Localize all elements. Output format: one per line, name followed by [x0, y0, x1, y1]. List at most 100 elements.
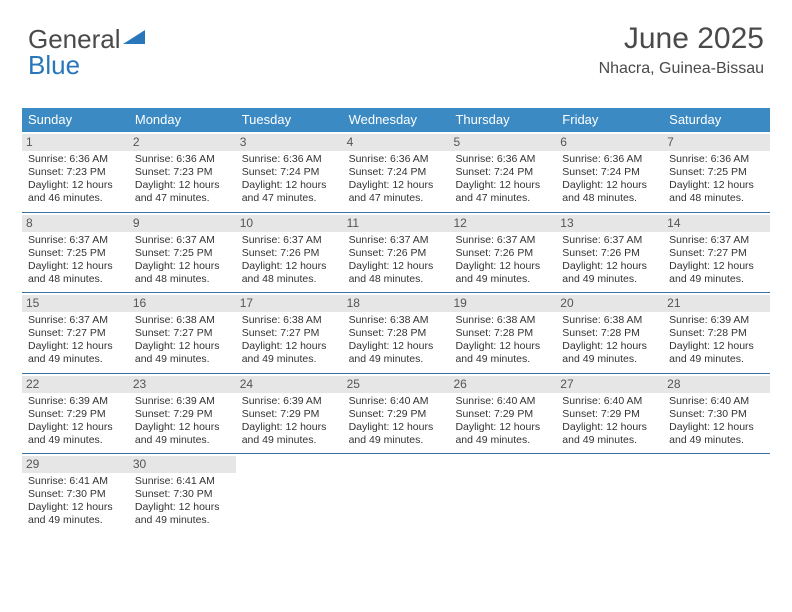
day-cell: 18 Sunrise: 6:38 AMSunset: 7:28 PMDayligh… [343, 293, 450, 373]
sunset-text: Sunset: 7:25 PM [669, 166, 764, 179]
day-number: 4 [343, 134, 450, 151]
day-cell: 17Sunrise: 6:38 AMSunset: 7:27 PMDayligh… [236, 293, 343, 373]
sunset-text: Sunset: 7:23 PM [28, 166, 123, 179]
week-row: 22Sunrise: 6:39 AMSunset: 7:29 PMDayligh… [22, 374, 770, 455]
day-cell [556, 454, 663, 534]
sunset-text: Sunset: 7:30 PM [669, 408, 764, 421]
week-row: 29Sunrise: 6:41 AMSunset: 7:30 PMDayligh… [22, 454, 770, 534]
sunrise-text: Sunrise: 6:41 AM [28, 475, 123, 488]
day-body: Sunrise: 6:40 AMSunset: 7:29 PMDaylight:… [562, 395, 657, 448]
daylight-text: Daylight: 12 hours and 47 minutes. [135, 179, 230, 205]
daylight-text: Daylight: 12 hours and 49 minutes. [455, 340, 550, 366]
sunrise-text: Sunrise: 6:40 AM [455, 395, 550, 408]
day-cell: 25 Sunrise: 6:40 AMSunset: 7:29 PMDayligh… [343, 374, 450, 454]
day-cell: 12Sunrise: 6:37 AMSunset: 7:26 PMDayligh… [449, 213, 556, 293]
day-cell: 13Sunrise: 6:37 AMSunset: 7:26 PMDayligh… [556, 213, 663, 293]
dow-wednesday: Wednesday [343, 108, 450, 132]
day-number: 26 [449, 376, 556, 393]
sunrise-text: Sunrise: 6:36 AM [562, 153, 657, 166]
sunset-text: Sunset: 7:27 PM [669, 247, 764, 260]
daylight-text: Daylight: 12 hours and 49 minutes. [455, 260, 550, 286]
sunrise-text: Sunrise: 6:36 AM [135, 153, 230, 166]
sunset-text: Sunset: 7:30 PM [28, 488, 123, 501]
day-number: 11 [343, 215, 450, 232]
day-cell: 5Sunrise: 6:36 AMSunset: 7:24 PMDaylight… [449, 132, 556, 212]
day-number: 14 [663, 215, 770, 232]
month-title: June 2025 [599, 22, 764, 56]
sunrise-text: Sunrise: 6:38 AM [349, 314, 444, 327]
day-number: 18 [343, 295, 450, 312]
sunset-text: Sunset: 7:29 PM [28, 408, 123, 421]
daylight-text: Daylight: 12 hours and 49 minutes. [135, 421, 230, 447]
daylight-text: Daylight: 12 hours and 49 minutes. [242, 421, 337, 447]
header-right: June 2025 Nhacra, Guinea-Bissau [599, 22, 764, 78]
sunrise-text: Sunrise: 6:37 AM [28, 234, 123, 247]
day-cell [449, 454, 556, 534]
daylight-text: Daylight: 12 hours and 49 minutes. [455, 421, 550, 447]
sunset-text: Sunset: 7:24 PM [562, 166, 657, 179]
logo-text-blue: Blue [28, 50, 80, 80]
sunrise-text: Sunrise: 6:37 AM [242, 234, 337, 247]
day-body: Sunrise: 6:36 AMSunset: 7:24 PMDaylight:… [562, 153, 657, 206]
day-cell: 23Sunrise: 6:39 AMSunset: 7:29 PMDayligh… [129, 374, 236, 454]
daylight-text: Daylight: 12 hours and 47 minutes. [242, 179, 337, 205]
sunrise-text: Sunrise: 6:37 AM [349, 234, 444, 247]
daylight-text: Daylight: 12 hours and 47 minutes. [349, 179, 444, 205]
sunset-text: Sunset: 7:27 PM [242, 327, 337, 340]
sunset-text: Sunset: 7:28 PM [562, 327, 657, 340]
daylight-text: Daylight: 12 hours and 49 minutes. [562, 421, 657, 447]
week-row: 8Sunrise: 6:37 AMSunset: 7:25 PMDaylight… [22, 213, 770, 294]
sunset-text: Sunset: 7:29 PM [349, 408, 444, 421]
daylight-text: Daylight: 12 hours and 49 minutes. [669, 260, 764, 286]
sunset-text: Sunset: 7:29 PM [135, 408, 230, 421]
day-number: 6 [556, 134, 663, 151]
day-number: 20 [556, 295, 663, 312]
location-label: Nhacra, Guinea-Bissau [599, 60, 764, 78]
day-cell: 26Sunrise: 6:40 AMSunset: 7:29 PMDayligh… [449, 374, 556, 454]
daylight-text: Daylight: 12 hours and 49 minutes. [135, 501, 230, 527]
dow-friday: Friday [556, 108, 663, 132]
sunset-text: Sunset: 7:24 PM [242, 166, 337, 179]
sunset-text: Sunset: 7:30 PM [135, 488, 230, 501]
daylight-text: Daylight: 12 hours and 49 minutes. [135, 340, 230, 366]
daylight-text: Daylight: 12 hours and 48 minutes. [28, 260, 123, 286]
day-number: 25 [343, 376, 450, 393]
sunrise-text: Sunrise: 6:38 AM [242, 314, 337, 327]
day-cell: 6 Sunrise: 6:36 AMSunset: 7:24 PMDaylight… [556, 132, 663, 212]
day-body: Sunrise: 6:38 AMSunset: 7:28 PMDaylight:… [349, 314, 444, 367]
day-number: 7 [663, 134, 770, 151]
sunrise-text: Sunrise: 6:39 AM [242, 395, 337, 408]
day-body: Sunrise: 6:38 AMSunset: 7:27 PMDaylight:… [135, 314, 230, 367]
daylight-text: Daylight: 12 hours and 49 minutes. [669, 340, 764, 366]
day-body: Sunrise: 6:39 AMSunset: 7:28 PMDaylight:… [669, 314, 764, 367]
day-number: 15 [22, 295, 129, 312]
sunset-text: Sunset: 7:29 PM [242, 408, 337, 421]
sunset-text: Sunset: 7:25 PM [135, 247, 230, 260]
dow-saturday: Saturday [663, 108, 770, 132]
day-body: Sunrise: 6:37 AMSunset: 7:25 PMDaylight:… [135, 234, 230, 287]
day-number: 29 [22, 456, 129, 473]
day-number: 16 [129, 295, 236, 312]
day-cell: 28Sunrise: 6:40 AMSunset: 7:30 PMDayligh… [663, 374, 770, 454]
day-cell: 10Sunrise: 6:37 AMSunset: 7:26 PMDayligh… [236, 213, 343, 293]
day-cell: 29Sunrise: 6:41 AMSunset: 7:30 PMDayligh… [22, 454, 129, 534]
day-number: 9 [129, 215, 236, 232]
sunset-text: Sunset: 7:24 PM [349, 166, 444, 179]
sunrise-text: Sunrise: 6:36 AM [242, 153, 337, 166]
day-body: Sunrise: 6:38 AMSunset: 7:27 PMDaylight:… [242, 314, 337, 367]
sunrise-text: Sunrise: 6:41 AM [135, 475, 230, 488]
day-number: 8 [22, 215, 129, 232]
day-body: Sunrise: 6:39 AMSunset: 7:29 PMDaylight:… [242, 395, 337, 448]
day-body: Sunrise: 6:36 AMSunset: 7:24 PMDaylight:… [349, 153, 444, 206]
daylight-text: Daylight: 12 hours and 49 minutes. [28, 421, 123, 447]
sunset-text: Sunset: 7:28 PM [669, 327, 764, 340]
day-cell: 15Sunrise: 6:37 AMSunset: 7:27 PMDayligh… [22, 293, 129, 373]
day-of-week-header: Sunday Monday Tuesday Wednesday Thursday… [22, 108, 770, 132]
sunset-text: Sunset: 7:29 PM [562, 408, 657, 421]
day-cell: 21Sunrise: 6:39 AMSunset: 7:28 PMDayligh… [663, 293, 770, 373]
day-cell [343, 454, 450, 534]
daylight-text: Daylight: 12 hours and 49 minutes. [349, 421, 444, 447]
sunrise-text: Sunrise: 6:40 AM [349, 395, 444, 408]
day-cell [236, 454, 343, 534]
day-number: 3 [236, 134, 343, 151]
